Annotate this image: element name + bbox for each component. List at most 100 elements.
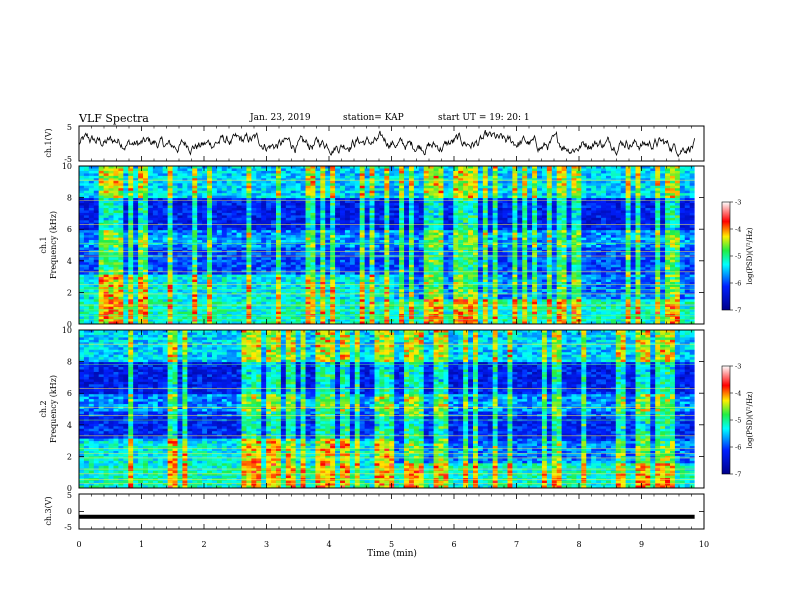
spectrogram-cell	[207, 198, 213, 201]
spectrogram-cell	[256, 198, 262, 201]
spectrogram-cell	[133, 237, 139, 241]
spectrogram-cell	[266, 237, 272, 241]
spectrogram-cell	[349, 299, 356, 303]
spectrogram-cell	[123, 245, 129, 248]
spectrogram-cell	[98, 301, 105, 305]
spectrogram-cell	[226, 277, 233, 280]
spectrogram-cell	[261, 279, 267, 283]
spectrogram-cell	[364, 170, 370, 174]
spectrogram-cell	[364, 296, 370, 300]
spectrogram-cell	[172, 319, 178, 322]
spectrogram-cell	[325, 210, 331, 214]
spectrogram-cell	[211, 178, 218, 182]
spectrogram-cell	[399, 259, 405, 263]
spectrogram-cell	[172, 210, 178, 214]
spectrogram-cell	[448, 166, 454, 169]
spectrogram-cell	[103, 294, 109, 298]
spectrogram-cell	[197, 309, 203, 313]
spectrogram-cell	[211, 294, 218, 298]
spectrogram-cell	[335, 175, 341, 179]
spectrogram-cell	[93, 311, 100, 315]
spectrogram-cell	[88, 225, 95, 229]
spectrogram-cell	[157, 240, 164, 243]
spectrogram-cell	[438, 299, 444, 303]
spectrogram-cell	[384, 291, 390, 295]
spectrogram-cell	[320, 259, 326, 263]
spectrogram-cell	[354, 301, 361, 305]
spectrogram-cell	[374, 200, 380, 204]
spectrogram-cell	[113, 311, 119, 315]
spectrogram-cell	[83, 173, 90, 177]
spectrogram-cell	[143, 210, 149, 214]
spectrogram-cell	[271, 212, 277, 216]
spectrogram-cell	[128, 220, 134, 224]
spectrogram-cell	[423, 210, 430, 214]
spectrogram-cell	[147, 215, 154, 219]
spectrogram-cell	[394, 212, 400, 216]
spectrogram-cell	[236, 168, 242, 172]
spectrogram-cell	[192, 247, 198, 251]
spectrogram-cell	[138, 166, 144, 169]
spectrogram-cell	[335, 225, 341, 229]
spectrogram-cell	[138, 203, 144, 206]
spectrogram-cell	[315, 316, 321, 320]
spectrogram-cell	[290, 185, 297, 189]
spectrogram-cell	[443, 227, 449, 231]
spectrogram-cell	[256, 232, 262, 236]
spectrogram-cell	[143, 173, 149, 177]
spectrogram-cell	[458, 198, 464, 201]
spectrogram-cell	[197, 198, 203, 201]
spectrogram-cell	[83, 282, 90, 285]
spectrogram-cell	[290, 193, 297, 197]
spectrogram-cell	[256, 195, 262, 199]
spectrogram-cell	[389, 259, 395, 263]
spectrogram-cell	[138, 316, 144, 320]
spectrogram-cell	[423, 227, 430, 231]
spectrogram-cell	[340, 205, 346, 209]
spectrogram-cell	[261, 183, 267, 187]
spectrogram-cell	[113, 212, 119, 216]
spectrogram-cell	[315, 168, 321, 172]
spectrogram-cell	[413, 319, 420, 322]
spectrogram-cell	[197, 294, 203, 298]
spectrogram-cell	[226, 321, 233, 325]
spectrogram-cell	[325, 279, 331, 283]
spectrogram-cell	[197, 215, 203, 219]
spectrogram-cell	[197, 220, 203, 224]
spectrogram-cell	[276, 272, 282, 276]
spectrogram-cell	[207, 193, 213, 197]
spectrogram-cell	[374, 166, 380, 169]
spectrogram-cell	[344, 262, 351, 266]
spectrogram-cell	[231, 215, 237, 219]
spectrogram-cell	[177, 210, 183, 214]
spectrogram-cell	[123, 274, 129, 278]
spectrogram-cell	[364, 289, 370, 293]
spectrogram-cell	[285, 242, 292, 246]
spectrogram-cell	[147, 200, 154, 204]
spectrogram-cell	[266, 262, 272, 266]
spectrogram-cell	[280, 264, 287, 268]
spectrogram-cell	[295, 220, 302, 224]
spectrogram-cell	[399, 225, 405, 229]
spectrogram-cell	[123, 311, 129, 315]
spectrogram-cell	[413, 212, 420, 216]
spectrogram-cell	[236, 240, 242, 243]
spectrogram-cell	[241, 178, 247, 182]
spectrogram-cell	[295, 316, 302, 320]
spectrogram-cell	[394, 272, 400, 276]
spectrogram-cell	[389, 175, 395, 179]
spectrogram-cell	[172, 235, 178, 238]
spectrogram-cell	[98, 207, 105, 211]
spectrogram-cell	[202, 301, 208, 305]
spectrogram-cell	[157, 170, 164, 174]
spectrogram-cell	[226, 267, 233, 271]
spectrogram-cell	[172, 168, 178, 172]
spectrogram-cell	[428, 166, 435, 169]
spectrogram-cell	[236, 316, 242, 320]
spectrogram-cell	[98, 245, 105, 248]
spectrogram-cell	[246, 175, 252, 179]
spectrogram-cell	[394, 173, 400, 177]
spectrogram-cell	[236, 193, 242, 197]
spectrogram-cell	[276, 242, 282, 246]
spectrogram-cell	[285, 291, 292, 295]
